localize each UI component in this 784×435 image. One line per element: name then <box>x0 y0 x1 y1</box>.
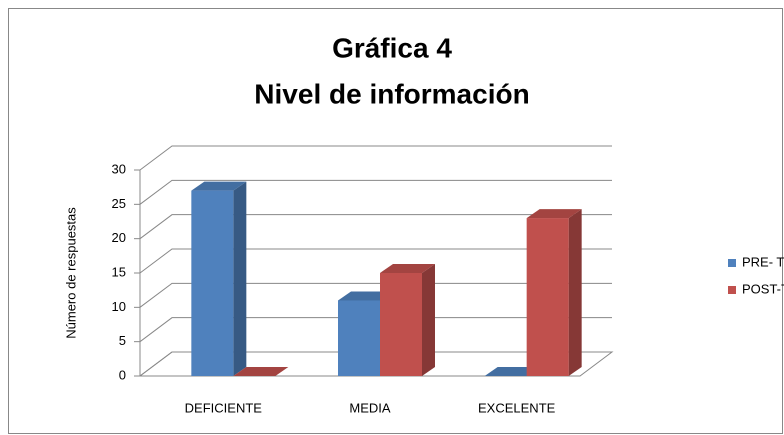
bar <box>380 273 422 376</box>
chart-title: Nivel de información <box>254 78 529 109</box>
bar <box>191 190 234 376</box>
y-axis-label: Número de respuestas <box>63 207 78 339</box>
x-tick-label: MEDIA <box>349 400 391 415</box>
bar-top <box>526 209 582 219</box>
bar-side <box>233 181 247 376</box>
legend-swatch <box>728 259 736 267</box>
y-tick-label: 25 <box>112 196 126 211</box>
bar-top <box>191 181 247 191</box>
y-tick-label: 10 <box>112 299 126 314</box>
bar-top <box>380 264 435 273</box>
bar-top <box>484 367 540 376</box>
legend-label: PRE- TEST <box>742 254 784 269</box>
y-tick-label: 0 <box>119 367 126 382</box>
bar-side <box>422 264 435 376</box>
grid-line <box>139 282 612 308</box>
bar-top <box>338 291 393 301</box>
y-tick-label: 5 <box>119 333 126 348</box>
y-tick-label: 20 <box>112 230 126 245</box>
x-tick-label: DEFICIENTE <box>185 400 263 415</box>
x-tick-label: EXCELENTE <box>478 400 556 415</box>
bar <box>526 218 569 376</box>
chart-title: Gráfica 4 <box>332 32 452 63</box>
y-tick-label: 15 <box>112 264 126 279</box>
bar <box>338 300 380 376</box>
grid-line <box>139 145 612 171</box>
grid-line <box>139 351 612 377</box>
bar-side <box>568 209 582 376</box>
bar-top <box>233 367 289 376</box>
grid-line <box>139 214 612 240</box>
grid-line <box>139 317 612 343</box>
grid-line <box>139 248 612 274</box>
grid-line <box>139 179 612 205</box>
legend-swatch <box>728 286 736 294</box>
legend-label: POST-TES <box>742 281 784 296</box>
y-tick-label: 30 <box>112 161 126 176</box>
